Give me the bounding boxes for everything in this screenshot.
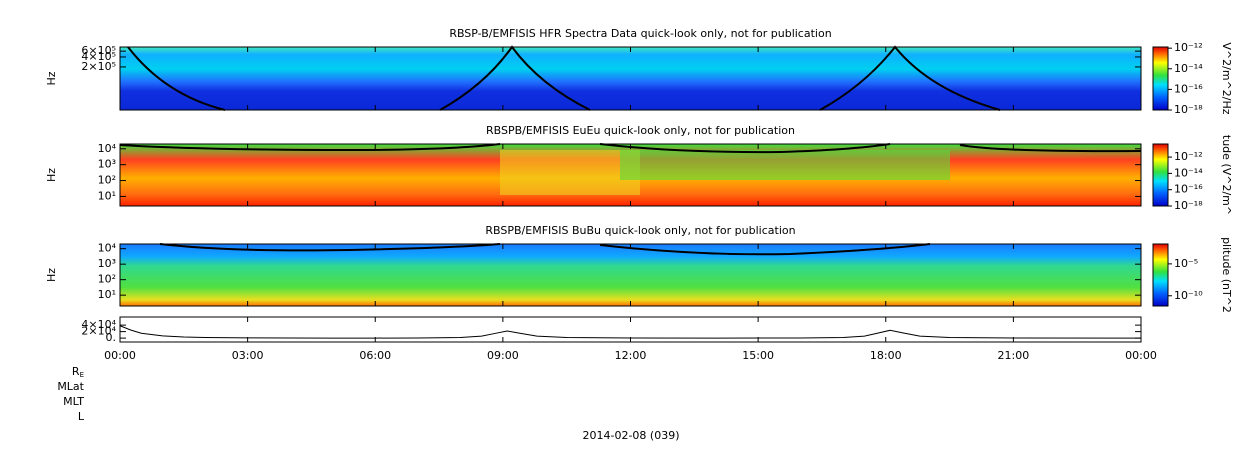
row-label: MLT xyxy=(63,395,84,408)
spectrogram-image xyxy=(120,47,1141,110)
panel-title: RBSPB/EMFISIS BuBu quick-look only, not … xyxy=(485,224,795,237)
y-tick-label: 10³ xyxy=(98,158,116,171)
colorbar-frame xyxy=(1152,143,1169,207)
colorbar-tick-label: 10⁻¹⁴ xyxy=(1174,62,1203,75)
y-tick-label: 4×10⁵ xyxy=(81,50,116,63)
date-label: 2014-02-08 (039) xyxy=(582,429,679,442)
colorbar-tick-label: 10⁻¹⁸ xyxy=(1174,103,1203,116)
colorbar xyxy=(1153,244,1168,306)
panel-title: RBSP-B/EMFISIS HFR Spectra Data quick-lo… xyxy=(449,27,831,40)
colorbar-frame xyxy=(1152,243,1169,307)
y-tick-label: 10⁴ xyxy=(98,242,117,255)
x-tick-label: 03:00 xyxy=(232,349,264,362)
y-tick-label: 4×10⁴ xyxy=(81,318,116,331)
colorbar-tick-label: 10⁻¹⁶ xyxy=(1174,183,1203,196)
spectrogram-image xyxy=(120,244,1141,306)
colorbar-tick-label: 10⁻¹² xyxy=(1174,41,1203,54)
colorbar xyxy=(1153,47,1168,110)
colorbar-tick-label: 10⁻⁵ xyxy=(1174,257,1198,270)
x-tick-label: 21:00 xyxy=(998,349,1030,362)
y-tick-label: 0. xyxy=(106,331,117,344)
row-label: RE xyxy=(72,365,84,379)
y-tick-label: 10³ xyxy=(98,257,116,270)
colorbar-label: plitude (nT^2 xyxy=(1220,237,1233,313)
spectrogram-patch xyxy=(500,150,640,195)
x-tick-label: 00:00 xyxy=(104,349,136,362)
y-axis-label: Hz xyxy=(45,268,58,282)
y-tick-label: 10² xyxy=(98,174,116,187)
colorbar-frame xyxy=(1152,46,1169,111)
y-axis-label: Hz xyxy=(45,71,58,85)
colorbar-tick-label: 10⁻¹⁸ xyxy=(1174,199,1203,212)
colorbar-tick-label: 10⁻¹² xyxy=(1174,150,1203,163)
panel-title: RBSPB/EMFISIS EuEu quick-look only, not … xyxy=(486,124,795,137)
colorbar-tick-label: 10⁻¹⁶ xyxy=(1174,82,1203,95)
x-tick-label: 15:00 xyxy=(742,349,774,362)
x-tick-label: 12:00 xyxy=(615,349,647,362)
line xyxy=(119,325,1142,339)
x-tick-label: 09:00 xyxy=(487,349,519,362)
colorbar-tick-label: 10⁻¹⁰ xyxy=(1174,289,1203,302)
y-tick-label: 2×10⁴ xyxy=(81,325,116,338)
plasma-line xyxy=(119,143,1142,154)
y-tick-label: 6×10⁵ xyxy=(81,44,116,57)
colorbar-label: tude (V^2/m^ xyxy=(1220,135,1233,215)
x-tick-label: 00:00 xyxy=(1125,349,1157,362)
row-label: MLat xyxy=(57,380,84,393)
plasma-line xyxy=(159,243,931,256)
x-tick-label: 18:00 xyxy=(870,349,902,362)
y-tick-label: 10⁴ xyxy=(98,142,117,155)
y-tick-label: 10² xyxy=(98,273,116,286)
spectrogram-patch xyxy=(620,150,950,180)
y-tick-label: 2×10⁵ xyxy=(81,60,116,73)
colorbar-label: V^2/m^2/Hz xyxy=(1220,42,1233,114)
y-tick-label: 10¹ xyxy=(98,189,116,202)
x-tick-label: 06:00 xyxy=(359,349,391,362)
y-axis-label: Hz xyxy=(45,168,58,182)
colorbar xyxy=(1153,144,1168,206)
colorbar-tick-label: 10⁻¹⁴ xyxy=(1174,166,1203,179)
row-label: L xyxy=(78,410,85,423)
y-tick-label: 10¹ xyxy=(98,288,116,301)
